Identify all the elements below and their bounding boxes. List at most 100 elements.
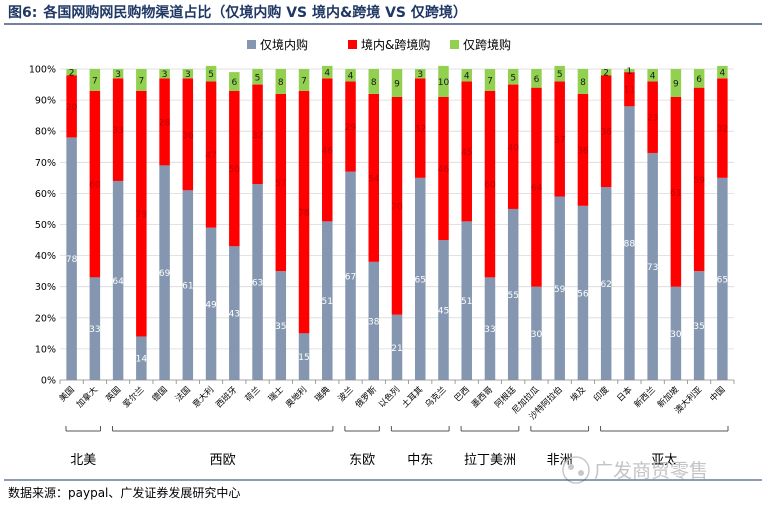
bar-segment [647,152,658,380]
bar-segment [368,261,380,380]
y-tick-label: 60% [35,189,56,200]
x-category-label: 日本 [615,384,635,404]
data-label: 4 [650,72,656,82]
data-label: 65 [717,275,728,285]
data-label: 59 [693,176,705,186]
bar-segment [345,81,356,172]
watermark-logo-dot [568,464,574,470]
bar-segment [205,65,217,82]
figure-label: 图6: [8,5,37,21]
data-label: 2 [69,69,75,79]
bar-segment [322,78,333,222]
data-label: 5 [510,73,516,83]
data-label: 11 [624,86,635,96]
data-label: 6 [231,78,237,88]
bar-segment [717,177,728,380]
group-label: 北美 [70,453,96,468]
data-label: 33 [484,325,495,335]
data-label: 65 [415,275,426,285]
data-label: 45 [438,307,449,317]
data-label: 46 [438,165,450,175]
bar-segment [647,81,658,153]
bar-segment [66,137,77,380]
group-label: 亚太 [651,453,677,468]
data-label: 3 [185,70,191,80]
data-label: 4 [464,72,470,82]
data-label: 36 [182,131,194,141]
bar-segment [507,208,519,380]
data-label: 45 [461,148,472,158]
data-label: 79 [136,210,148,220]
data-label: 8 [278,78,284,88]
bar-segment [438,96,449,241]
x-category-label: 瑞士 [266,384,286,404]
data-label: 59 [554,285,566,295]
bar-segment [182,190,194,380]
bar-segment [670,96,682,287]
data-label: 70 [391,202,403,212]
bar-segment [600,69,612,76]
data-label: 35 [275,322,286,332]
bar-segment [600,75,612,188]
bar-segment [554,65,565,82]
data-label: 3 [115,70,121,80]
y-tick-label: 0% [41,376,56,387]
bar-segment [717,65,728,79]
watermark-logo-icon [562,456,590,484]
x-category-label: 俄罗斯 [353,384,379,410]
watermark-text: 广发商贸零售 [594,460,708,482]
legend-label: 仅境内购 [260,37,308,52]
bar-segment [624,69,635,73]
bar-segment [414,69,426,79]
bar-segment [554,196,565,380]
y-axis: 0% 10% 20% 30% 40% 50% 60% 70% 80% 90% 100% [29,65,56,387]
bar-segment [66,69,77,76]
bar-segment [507,69,519,85]
bar-segment [391,314,403,380]
y-tick-label: 80% [35,127,56,138]
y-tick-label: 40% [35,251,56,262]
data-label: 5 [255,73,261,83]
data-label: 1 [627,67,633,77]
x-category-label: 印度 [591,384,611,404]
x-category-label: 埃及 [568,384,588,404]
data-label: 30 [531,330,543,340]
source-note: 数据来源：paypal、广发证券发展研究中心 [8,485,240,500]
bar-segment [136,336,147,380]
y-tick-label: 30% [35,282,56,293]
data-label: 15 [298,353,309,363]
data-label: 50 [229,165,241,175]
data-label: 55 [507,291,518,301]
data-label: 5 [208,70,214,80]
x-category-label: 乌克兰 [423,384,449,410]
data-label: 60 [89,181,101,191]
bar-segment [531,87,542,287]
data-label: 8 [371,78,377,88]
data-label: 23 [647,114,658,124]
group-label: 拉丁美洲 [464,453,516,468]
data-label: 35 [693,322,704,332]
data-label: 32 [717,125,728,135]
bar-segment [577,93,589,206]
data-label: 14 [136,355,148,365]
data-label: 51 [461,297,472,307]
legend-swatch [450,40,459,49]
data-label: 49 [205,300,217,310]
data-label: 7 [301,76,307,86]
data-label: 10 [438,78,450,88]
x-category-label: 美国 [57,384,77,404]
watermark: 广发商贸零售 [562,456,708,484]
data-label: 61 [670,188,681,198]
legend-label: 境内&跨境购 [361,37,430,52]
title-text: 各国网购网民购物渠道占比（仅境内购 VS 境内&跨境 VS 仅跨境） [42,4,467,21]
bar-segment [136,90,147,337]
bar-segment [159,69,170,79]
y-tick-label: 70% [35,158,56,169]
data-label: 61 [182,282,193,292]
bar-segment [229,246,240,380]
bar-segment [717,78,728,178]
data-label: 7 [92,76,98,86]
data-label: 47 [205,151,216,161]
bar-segment [577,69,589,94]
